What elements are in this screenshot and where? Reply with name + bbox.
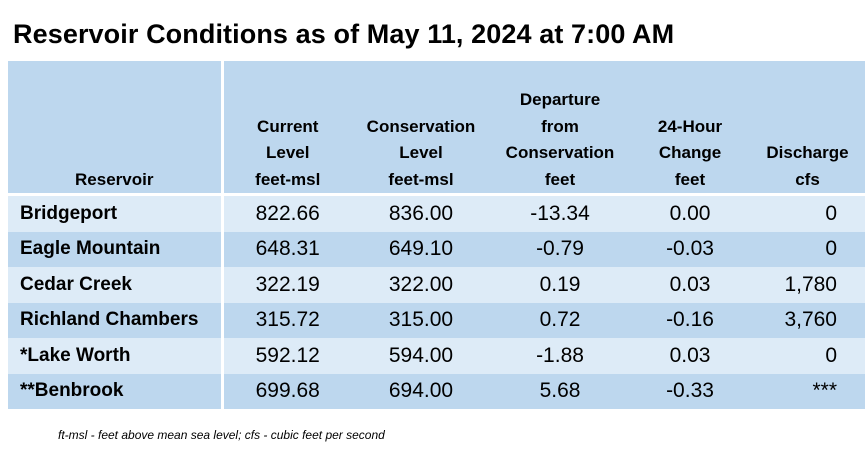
change-value: 0.00 — [630, 196, 750, 232]
column-header-24-hour-change: 24-Hour Change feet — [630, 61, 750, 193]
current-level-value: 699.68 — [222, 373, 352, 409]
column-header-departure: Departure from Conservation feet — [490, 61, 630, 193]
discharge-value: 1,780 — [750, 267, 865, 303]
reservoir-name: Eagle Mountain — [8, 231, 224, 267]
reservoir-name: *Lake Worth — [8, 338, 224, 374]
departure-value: -1.88 — [490, 338, 630, 374]
reservoir-name: Richland Chambers — [8, 302, 224, 338]
column-header-reservoir: Reservoir — [8, 61, 224, 193]
column-header-current-level: Current Level feet-msl — [222, 61, 352, 193]
current-level-value: 648.31 — [222, 231, 352, 267]
conservation-level-value: 322.00 — [352, 267, 490, 303]
table-row: Cedar Creek 322.19 322.00 0.19 0.03 1,78… — [8, 267, 865, 303]
table-row: Eagle Mountain 648.31 649.10 -0.79 -0.03… — [8, 231, 865, 267]
column-header-discharge: Discharge cfs — [750, 61, 865, 193]
discharge-value: *** — [750, 373, 865, 409]
column-header-conservation-level: Conservation Level feet-msl — [352, 61, 490, 193]
current-level-value: 322.19 — [222, 267, 352, 303]
change-value: -0.33 — [630, 373, 750, 409]
table-row: Richland Chambers 315.72 315.00 0.72 -0.… — [8, 302, 865, 338]
discharge-value: 0 — [750, 338, 865, 374]
table-header-row: Reservoir Current Level feet-msl Conserv… — [8, 61, 865, 193]
conservation-level-value: 836.00 — [352, 196, 490, 232]
departure-value: 0.19 — [490, 267, 630, 303]
change-value: -0.03 — [630, 231, 750, 267]
conservation-level-value: 594.00 — [352, 338, 490, 374]
departure-value: 5.68 — [490, 373, 630, 409]
table-row: Bridgeport 822.66 836.00 -13.34 0.00 0 — [8, 196, 865, 232]
conservation-level-value: 315.00 — [352, 302, 490, 338]
departure-value: 0.72 — [490, 302, 630, 338]
discharge-value: 3,760 — [750, 302, 865, 338]
current-level-value: 315.72 — [222, 302, 352, 338]
departure-value: -13.34 — [490, 196, 630, 232]
conservation-level-value: 649.10 — [352, 231, 490, 267]
reservoir-name: Cedar Creek — [8, 267, 224, 303]
page-title: Reservoir Conditions as of May 11, 2024 … — [13, 19, 675, 49]
departure-value: -0.79 — [490, 231, 630, 267]
current-level-value: 592.12 — [222, 338, 352, 374]
reservoir-name: **Benbrook — [8, 373, 224, 409]
table-row: *Lake Worth 592.12 594.00 -1.88 0.03 0 — [8, 338, 865, 374]
change-value: 0.03 — [630, 267, 750, 303]
discharge-value: 0 — [750, 231, 865, 267]
discharge-value: 0 — [750, 196, 865, 232]
change-value: -0.16 — [630, 302, 750, 338]
table-row: **Benbrook 699.68 694.00 5.68 -0.33 *** — [8, 373, 865, 409]
conservation-level-value: 694.00 — [352, 373, 490, 409]
current-level-value: 822.66 — [222, 196, 352, 232]
change-value: 0.03 — [630, 338, 750, 374]
footnote: ft-msl - feet above mean sea level; cfs … — [58, 428, 385, 442]
reservoir-name: Bridgeport — [8, 196, 224, 232]
reservoir-table: Reservoir Current Level feet-msl Conserv… — [8, 61, 865, 409]
